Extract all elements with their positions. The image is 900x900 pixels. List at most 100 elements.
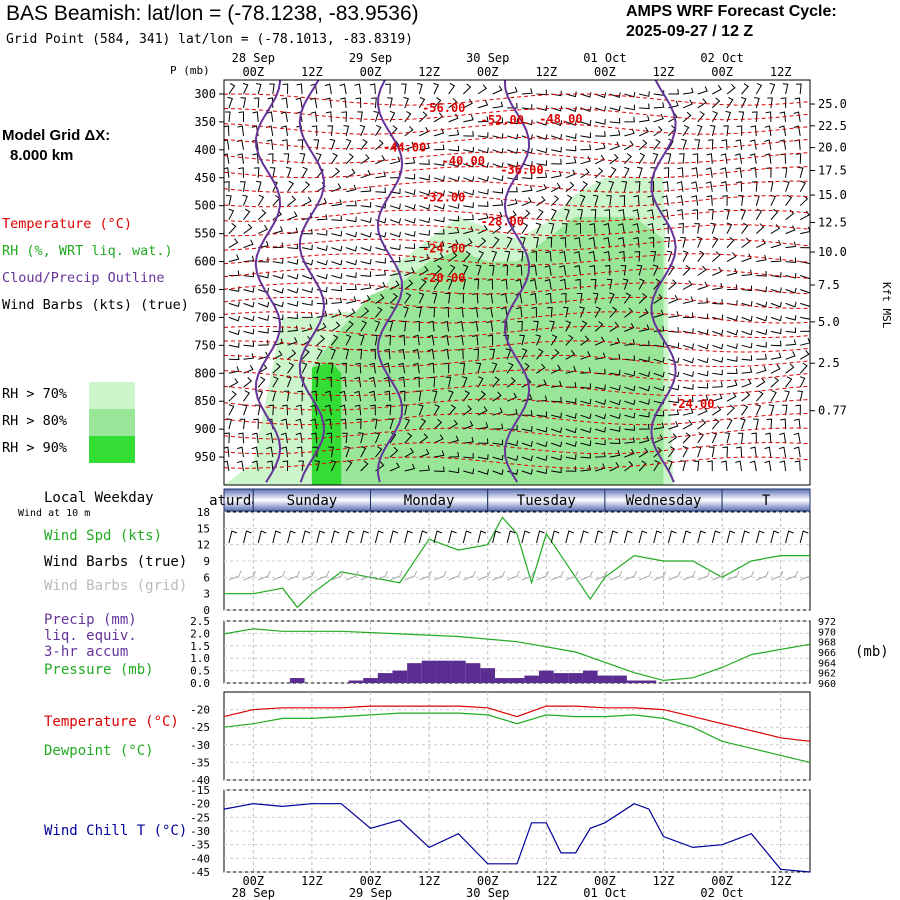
wind-barb [740,418,746,430]
wind-barb [551,159,562,165]
height-tick-label: 22.5 [818,119,847,133]
y-tick-label: -25 [190,721,210,734]
wind-barb [243,287,255,293]
wind-barb [565,320,572,332]
wind-barb [507,148,519,154]
wind-barb [251,460,259,472]
wind-barb [301,181,311,193]
wind-barb [360,258,372,265]
wind-barb [580,180,588,193]
top-date-label: 01 Oct [583,51,626,65]
wind-barb [650,251,657,262]
precip-bar [377,673,393,683]
wind-barb [795,404,801,416]
wind-barb [374,320,381,332]
wind-barb [726,222,733,234]
cloud-outline [650,80,677,483]
wind-barb [711,97,721,109]
grid-wind-barb [375,570,388,581]
wind-barb [345,259,357,266]
wind-barb [418,418,427,430]
wind-barb [708,209,714,220]
dewpoint-line [223,712,811,763]
y-tick-label: -25 [190,811,210,824]
grid-wind-barb [565,570,579,581]
wind-barb [780,97,787,108]
wind-barb [551,396,562,403]
grid-wind-barb [331,570,344,581]
wind-barb [404,279,414,290]
wind-barb [751,181,758,192]
wind-barb [519,334,525,346]
wind-barb [295,97,303,108]
grid-wind-barb [463,570,476,581]
wind-barb [257,224,268,235]
wind-barb [682,312,694,319]
pressure-tick-label: 750 [194,338,216,352]
wind-barb [360,307,370,318]
y-tick-label: 1.5 [190,640,210,653]
wind-barb [580,398,592,405]
wind-barb [492,162,504,168]
wind-barb [797,166,804,178]
surface-wind-barb [697,530,706,544]
y-tick-label: 0 [203,604,210,617]
wind-barb [272,362,281,374]
wind-barb [624,448,635,458]
wind-barb [324,97,332,108]
wind-barb [781,404,788,416]
wind-barb [283,390,290,402]
wind-barb [609,337,621,346]
precip-bar [612,675,627,683]
y-tick-label: -40 [190,852,210,865]
weekday-bar: aturday Sunday Monday Tuesday Wednesday T [209,488,811,512]
wind-barb [316,230,328,236]
wind-barb [375,293,385,304]
wind-barb [594,180,602,192]
wind-barb [369,83,376,95]
wind-barb [316,245,328,252]
wind-barb [272,326,284,333]
wind-barb [638,324,650,332]
wind-barb [680,236,687,248]
wind-barb [726,368,738,375]
wind-barb [477,100,489,109]
grid-wind-barb [785,570,799,581]
wind-barb [310,97,318,108]
wind-barb [579,194,586,206]
wind-barb [720,181,728,192]
wind-barb [609,462,620,472]
top-hour-label: 00Z [477,65,499,79]
wind-barb [237,446,244,458]
wind-barb [697,265,707,276]
temperature-label: -28.00 [481,214,524,228]
pressure-axis-title: P (mb) [170,64,210,77]
wind-barb [521,378,532,388]
wind-barb [331,334,339,346]
wind-barb [785,327,797,334]
wind-barb [531,306,537,318]
wind-barb [694,223,700,234]
wind-barb [594,399,607,406]
wind-barb [536,455,548,461]
wind-barb [785,339,797,346]
wind-barb [529,278,537,290]
wind-barb [272,338,284,346]
wind-barb [682,384,694,390]
wind-barb [741,342,753,349]
wind-barb [624,323,635,332]
wind-barb [726,284,738,290]
wind-barb [428,320,435,332]
height-tick-label: 2.5 [818,356,840,370]
wind-barb [609,105,621,112]
legend-temperature: Temperature (°C) [2,216,133,232]
wind-barb [389,188,401,195]
precip-bar [480,668,496,683]
wind-barb [226,195,232,206]
precip-bar [451,660,466,683]
surface-wind-barb [287,530,296,544]
forecast-cycle: AMPS WRF Forecast Cycle: 2025-09-27 / 12… [626,2,837,42]
wind-barb [638,356,650,363]
wind-barb [668,279,677,290]
wind-barb [419,253,430,263]
